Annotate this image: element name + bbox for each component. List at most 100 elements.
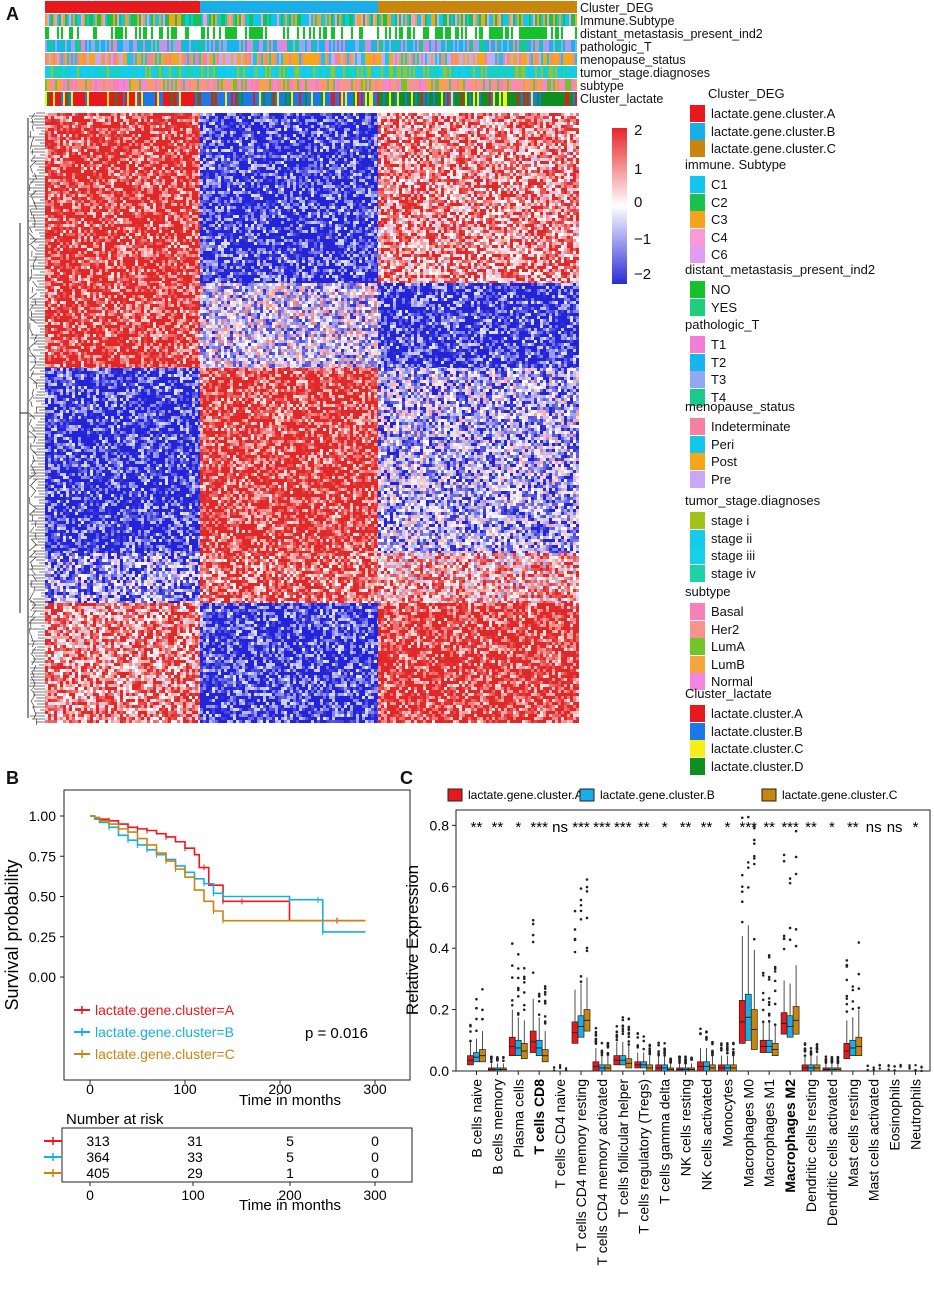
boxplot-outlier [741,816,744,819]
boxplot-outlier [595,1038,598,1041]
boxplot-outlier [586,878,589,881]
boxplot-outlier [544,993,547,996]
boxplot-outlier [553,1069,555,1071]
legend-swatch [690,371,705,388]
boxplot-outlier [852,989,855,992]
boxplot-outlier [595,1034,598,1037]
boxplot-outlier [628,1032,631,1035]
legend-label: NO [711,282,731,297]
boxplot-outlier [768,976,771,979]
risk-cell: 5 [286,1149,294,1165]
boxplot-xtick-label: Macrophages M1 [761,1079,777,1187]
legend-item: stage iv [690,565,756,582]
boxplot-outlier [580,918,583,921]
boxplot-outlier [663,1042,666,1045]
boxplot-legend-swatch [448,789,462,801]
boxplot-outlier [846,995,849,998]
boxplot-outlier [511,999,514,1002]
boxplot-sig: ** [847,819,859,836]
boxplot-outlier [747,886,750,889]
boxplot-outlier [825,1061,828,1064]
legend-item: C2 [690,194,728,211]
boxplot-outlier [774,968,777,971]
boxplot-outlier [768,997,771,1000]
boxplot-xtick-label: T cells CD4 memory resting [573,1079,589,1251]
legend-item: T3 [690,371,726,388]
boxplot-outlier [496,1057,499,1060]
boxplot-xtick-label: Macrophages M0 [740,1079,756,1187]
boxplot-outlier [628,1036,631,1039]
legend-swatch [690,194,705,211]
boxplot-outlier [726,1052,729,1055]
boxplot-outlier [481,1018,484,1021]
legend-swatch [690,512,705,529]
boxplot-outlier [753,824,756,827]
track-label-2: distant_metastasis_present_ind2 [580,28,763,40]
boxplot-outlier [795,856,798,859]
boxplot-outlier [768,1020,771,1023]
boxplot-legend-label: lactate.gene.cluster.C [782,788,898,802]
legend-label: C3 [711,212,728,227]
boxplot-outlier [762,974,765,977]
boxplot-outlier [616,1035,619,1038]
boxplot-outlier [768,1003,771,1006]
boxplot-xtick-label: T cells CD8 [531,1079,547,1155]
boxplot-outlier [544,1000,547,1003]
boxplot-outlier [616,1039,619,1042]
boxplot-outlier [648,1052,651,1055]
boxplot-outlier [538,993,541,996]
boxplot-outlier [657,1044,660,1047]
legend-label: Her2 [711,622,739,637]
legend-swatch [690,565,705,582]
risk-cell: 0 [371,1133,379,1149]
boxplot-outlier [622,1016,625,1019]
boxplot-outlier [747,866,750,869]
boxplot-outlier [565,1069,567,1071]
boxplot-outlier [595,1031,598,1034]
boxplot-outlier [831,1060,834,1063]
boxplot-xtick-label: Mast cells activated [866,1079,882,1201]
boxplot-outlier [586,886,589,889]
legend-label: C1 [711,177,728,192]
boxplot-outlier [846,997,849,1000]
boxplot-outlier [732,1051,735,1054]
boxplot-outlier [846,965,849,968]
boxplot-sig: * [662,819,668,836]
boxplot-outlier [753,938,756,941]
boxplot-outlier [789,877,792,880]
boxplot-outlier [642,1040,645,1043]
risk-cell: 313 [86,1133,110,1149]
row-dendrogram [20,113,45,725]
boxplot-outlier [523,991,526,994]
boxplot-xtick-label: Mast cells resting [845,1079,861,1187]
boxplot-xtick-label: Macrophages M2 [782,1079,798,1193]
boxplot-outlier [753,855,756,858]
survival-legend-label: lactate.gene.cluster=C [95,1046,235,1062]
boxplot-outlier [663,1052,666,1055]
track-cluster-c [378,1,577,13]
legend-label: lactate.cluster.C [711,741,804,756]
boxplot-outlier [762,992,765,995]
boxplot-outlier [622,1032,625,1035]
legend-swatch [690,299,705,316]
boxplot-outlier [586,950,589,953]
boxplot-outlier [481,988,484,991]
boxplot-outlier [774,970,777,973]
boxplot-outlier [726,1047,729,1050]
legend-label: LumB [711,657,745,672]
risk-cell: 31 [187,1133,203,1149]
boxplot-sig: ** [492,819,504,836]
legend-swatch [690,638,705,655]
track-row-3 [45,40,577,52]
boxplot-outlier [741,921,744,924]
legend-swatch [690,336,705,353]
boxplot-outlier [657,1050,660,1053]
boxplot-outlier [837,1061,840,1064]
boxplot-sig: ** [805,819,817,836]
track-row-6 [45,79,577,91]
risk-xlabel: Time in months [239,1197,341,1214]
boxplot-outlier [920,1066,922,1068]
boxplot-outlier [699,1027,702,1030]
colorbar-tick-4: −2 [634,266,651,283]
boxplot-outlier [789,938,792,941]
